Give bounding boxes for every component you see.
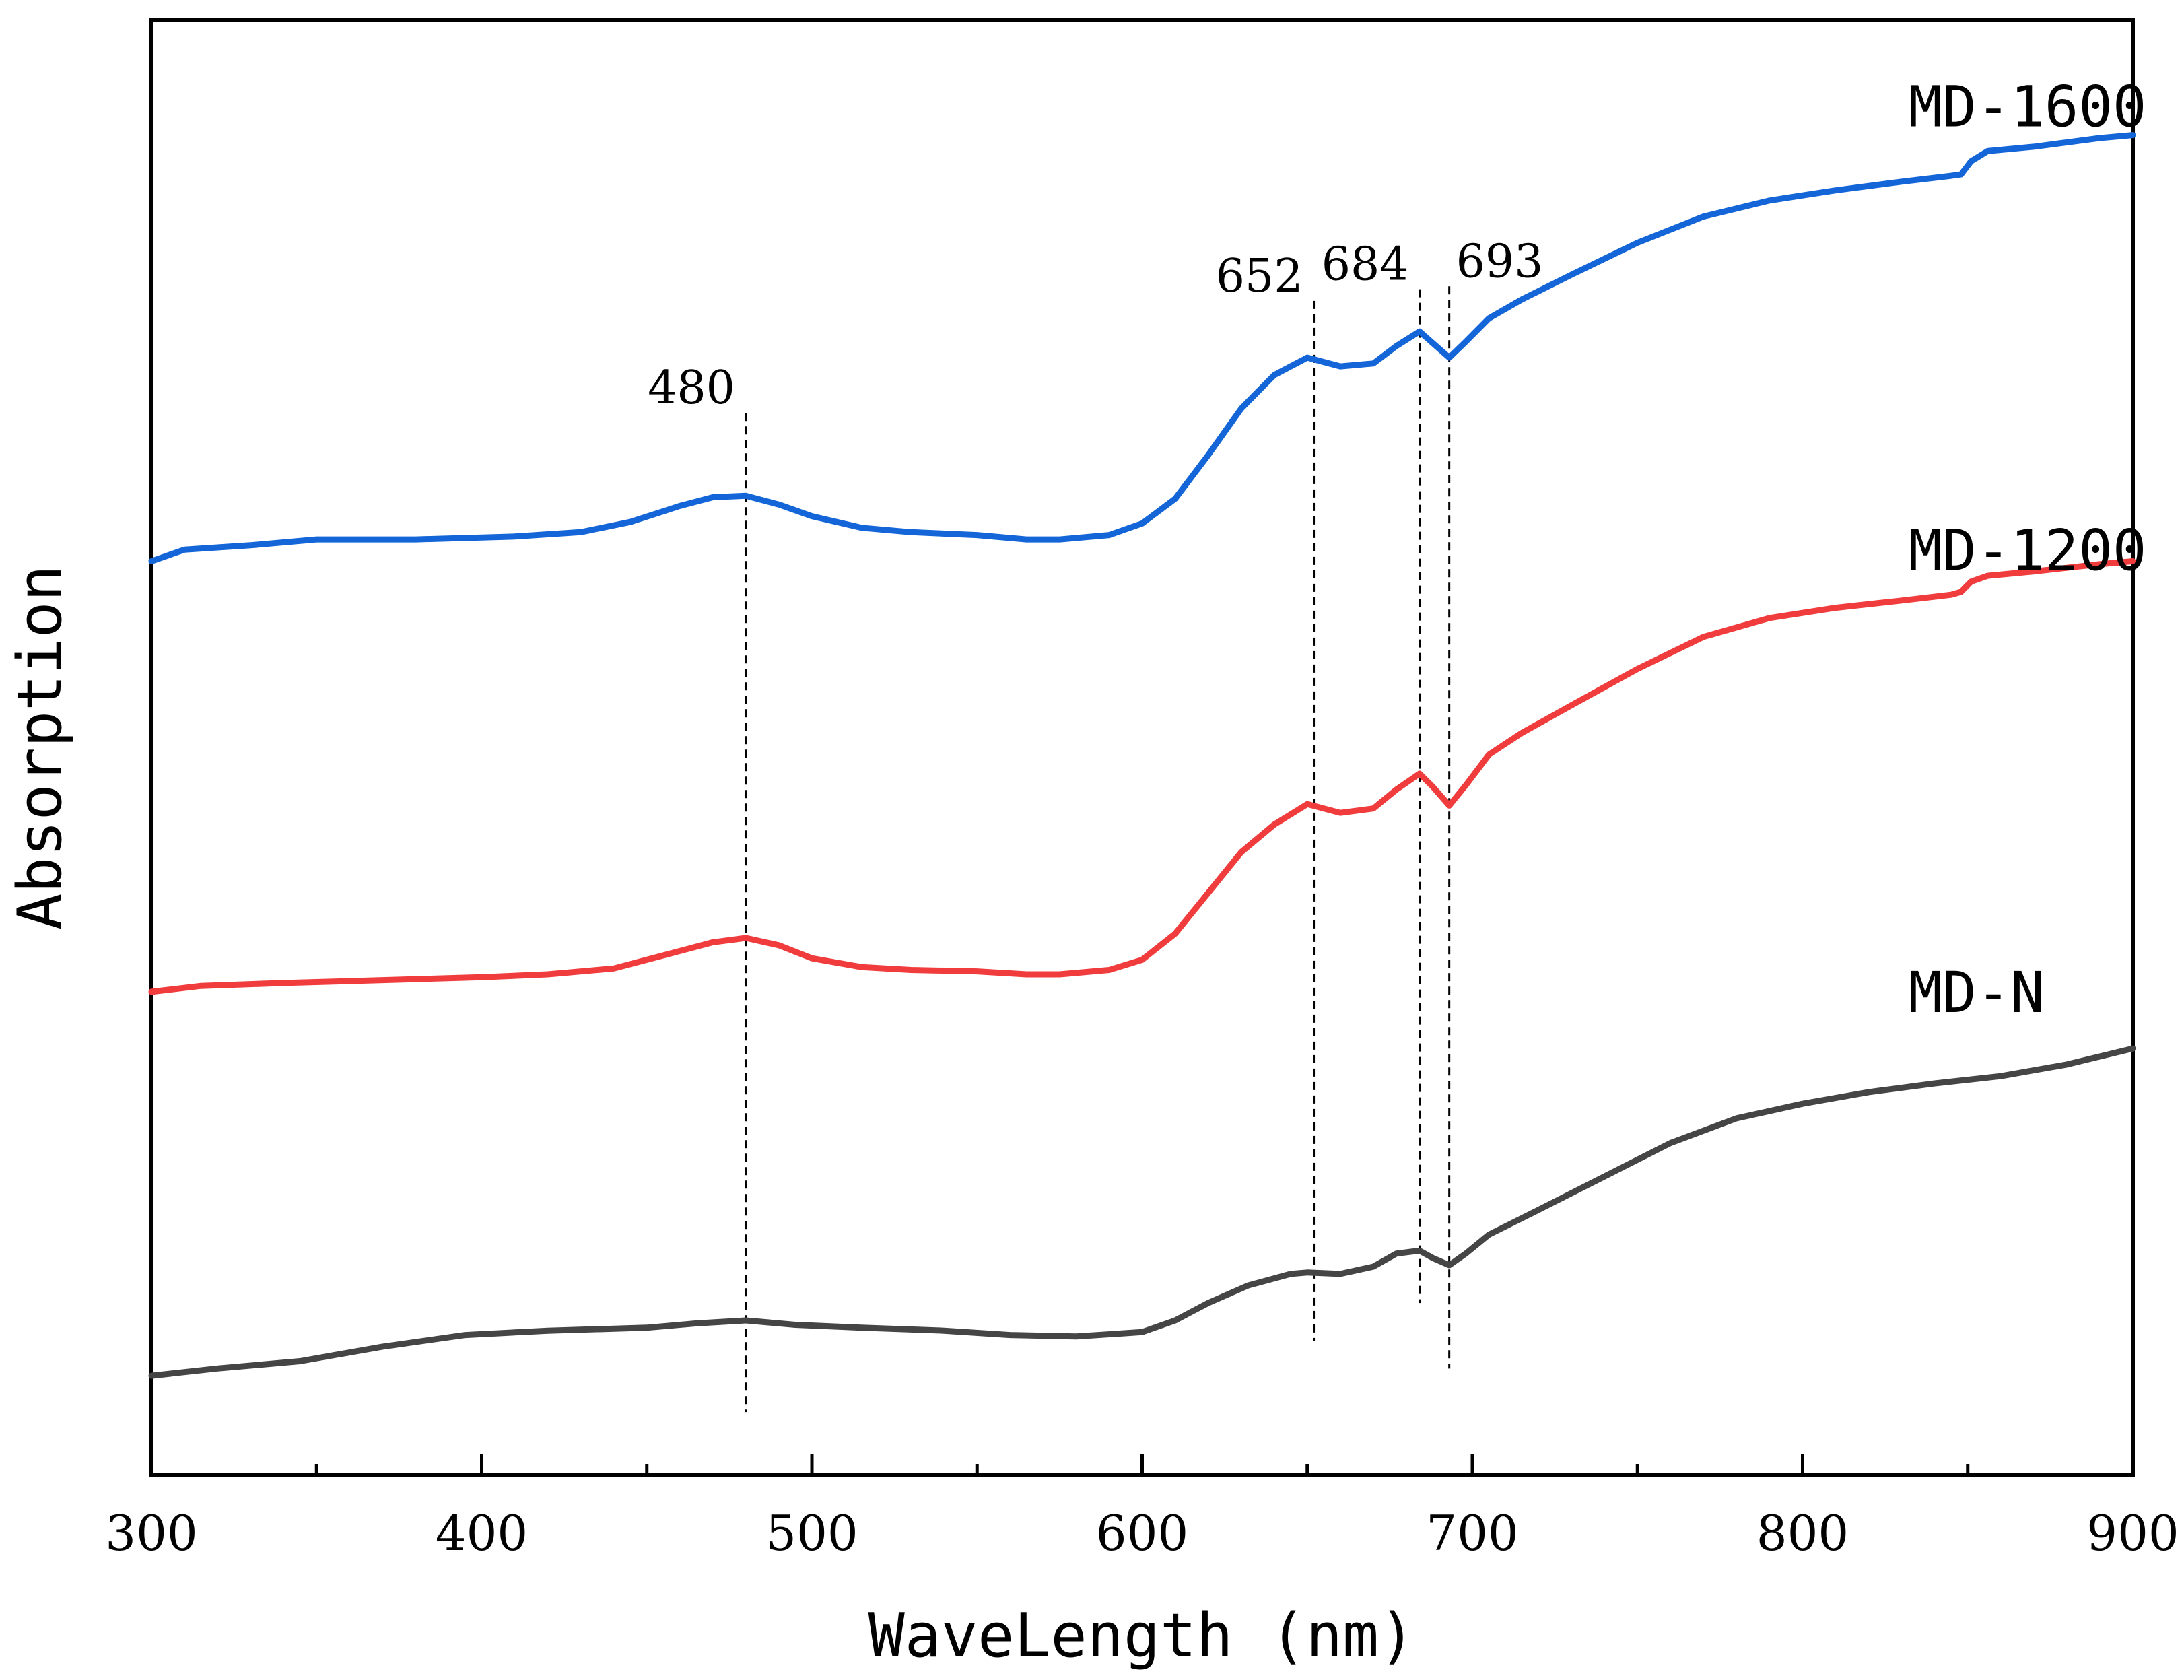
- peak-labels: 480 652 684 693: [648, 235, 1543, 415]
- series-labels: MD-1600 MD-1200 MD-N: [1908, 74, 2146, 1026]
- peak-label-684: 684: [1322, 238, 1409, 292]
- series-line-md-1600: [148, 132, 2136, 564]
- series-line-md-n: [148, 1045, 2136, 1379]
- peak-label-693: 693: [1456, 235, 1544, 288]
- y-axis-title: Absorption: [5, 565, 75, 930]
- x-axis-title: WaveLength (nm): [868, 1601, 1416, 1671]
- x-tick-label-800: 800: [1756, 1505, 1849, 1561]
- x-axis-tick-labels: 300 400 500 600 700 800 900: [105, 1505, 2179, 1561]
- peak-label-480: 480: [648, 362, 735, 415]
- series-line-md-1200: [148, 558, 2136, 995]
- series-label-md-1600: MD-1600: [1908, 74, 2146, 140]
- series-lines: [148, 132, 2136, 1379]
- peak-reference-lines: [745, 286, 1451, 1413]
- x-tick-label-300: 300: [105, 1505, 197, 1561]
- x-tick-label-400: 400: [436, 1505, 528, 1561]
- series-label-md-n: MD-N: [1908, 960, 2044, 1026]
- x-tick-label-900: 900: [2086, 1505, 2179, 1561]
- x-tick-label-500: 500: [765, 1505, 858, 1561]
- x-tick-label-600: 600: [1096, 1505, 1188, 1561]
- plot-frame: [149, 18, 2135, 1477]
- peak-label-652: 652: [1216, 250, 1303, 303]
- series-label-md-1200: MD-1200: [1908, 517, 2146, 583]
- x-axis-ticks: [149, 1454, 2135, 1475]
- x-tick-label-700: 700: [1426, 1505, 1518, 1561]
